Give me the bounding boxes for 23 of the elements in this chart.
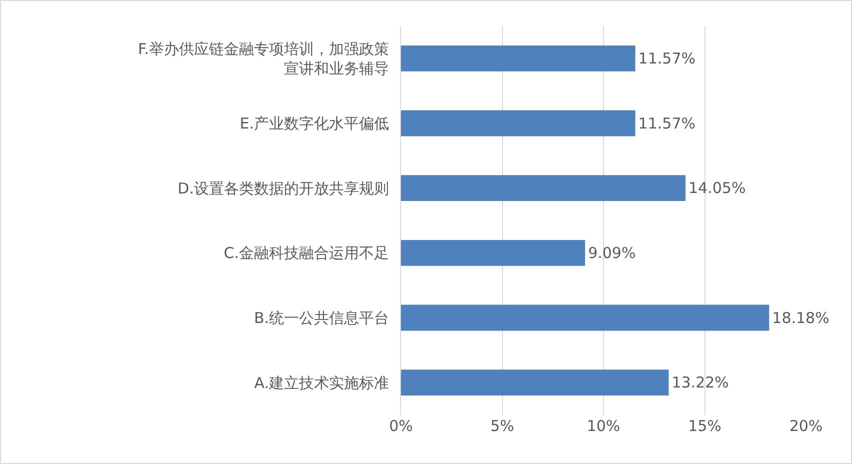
bar [401, 240, 586, 266]
x-tick-label: 10% [586, 417, 620, 435]
y-tick-label: A.建立技术实施标准 [254, 374, 389, 392]
data-label: 13.22% [672, 374, 729, 392]
x-tick-label: 0% [389, 417, 413, 435]
y-tick-label: B.统一公共信息平台 [254, 309, 389, 327]
data-label: 14.05% [688, 179, 746, 198]
data-label: 9.09% [588, 244, 636, 262]
y-tick-label: E.产业数字化水平偏低 [240, 114, 389, 132]
x-tick-label: 20% [789, 417, 823, 435]
data-label: 18.18% [772, 308, 830, 327]
x-tick-label: 15% [688, 417, 722, 435]
bar [401, 45, 636, 72]
y-tick-label: C.金融科技融合运用不足 [224, 244, 389, 262]
y-tick-label: F.举办供应链金融专项培训，加强政策宣讲和业务辅导 [138, 40, 389, 78]
bar [401, 304, 770, 331]
data-label: 11.57% [638, 114, 696, 132]
data-label: 11.57% [638, 49, 696, 68]
bar [401, 175, 686, 202]
bar [401, 110, 636, 136]
bar [401, 370, 669, 396]
x-tick-label: 5% [490, 417, 514, 435]
y-tick-label: D.设置各类数据的开放共享规则 [178, 179, 389, 198]
